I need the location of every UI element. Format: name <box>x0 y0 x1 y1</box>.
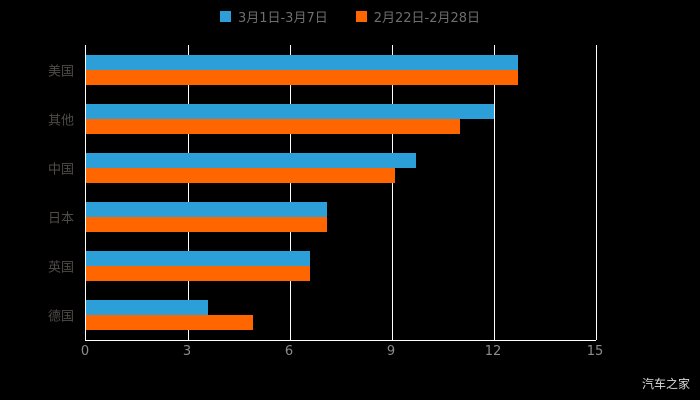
bar-group <box>86 54 596 85</box>
category-label: 日本 <box>47 211 74 227</box>
legend-label-week1: 3月1日-3月7日 <box>237 10 328 26</box>
bar-series1 <box>86 300 209 316</box>
legend: 3月1日-3月7日 2月22日-2月28日 <box>0 6 700 26</box>
bar-row: 其他 <box>48 94 596 143</box>
bar-rows: 美国其他中国日本英国德国 <box>48 45 596 340</box>
category-label: 其他 <box>47 113 74 129</box>
bar-series2 <box>86 167 396 183</box>
x-tick-label: 3 <box>182 344 192 359</box>
gridline <box>290 45 291 340</box>
bar-row: 德国 <box>48 291 596 340</box>
category-label: 德国 <box>47 309 74 325</box>
bar-group <box>86 202 596 233</box>
bar-series2 <box>86 217 328 233</box>
bar-group <box>86 103 596 134</box>
x-tick-label: 6 <box>284 344 294 359</box>
gridline <box>596 45 597 340</box>
x-tick-label: 15 <box>586 344 604 359</box>
bar-series1 <box>86 202 328 218</box>
x-tick-label: 12 <box>484 344 502 359</box>
bar-series2 <box>86 315 253 331</box>
category-label: 美国 <box>47 64 74 80</box>
watermark: 汽车之家 <box>641 377 690 391</box>
bar-series1 <box>86 103 494 119</box>
bar-series2 <box>86 69 518 85</box>
week1-swatch-icon <box>219 10 231 22</box>
x-tick-label: 0 <box>80 344 90 359</box>
bar-group <box>86 300 596 331</box>
x-tick-label: 9 <box>386 344 396 359</box>
bar-series2 <box>86 118 460 134</box>
bar-row: 美国 <box>48 45 596 94</box>
bar-series1 <box>86 152 416 168</box>
category-label: 英国 <box>47 260 74 276</box>
gridline <box>392 45 393 340</box>
gridline <box>188 45 189 340</box>
legend-item-week1: 3月1日-3月7日 <box>219 7 328 26</box>
plot-area: 美国其他中国日本英国德国 <box>48 45 597 341</box>
gridline <box>494 45 495 340</box>
x-axis-ticks: 0 3 6 9 12 15 <box>81 344 603 362</box>
category-label: 中国 <box>47 162 74 178</box>
legend-label-week2: 2月22日-2月28日 <box>373 10 481 26</box>
gridlines <box>86 45 597 340</box>
bar-series2 <box>86 266 311 282</box>
bar-row: 英国 <box>48 242 596 291</box>
bar-series1 <box>86 251 311 267</box>
bar-row: 日本 <box>48 193 596 242</box>
bar-row: 中国 <box>48 143 596 192</box>
legend-item-week2: 2月22日-2月28日 <box>355 7 481 26</box>
bar-group <box>86 152 596 183</box>
week2-swatch-icon <box>355 10 367 22</box>
bar-series1 <box>86 54 518 70</box>
bar-group <box>86 251 596 282</box>
